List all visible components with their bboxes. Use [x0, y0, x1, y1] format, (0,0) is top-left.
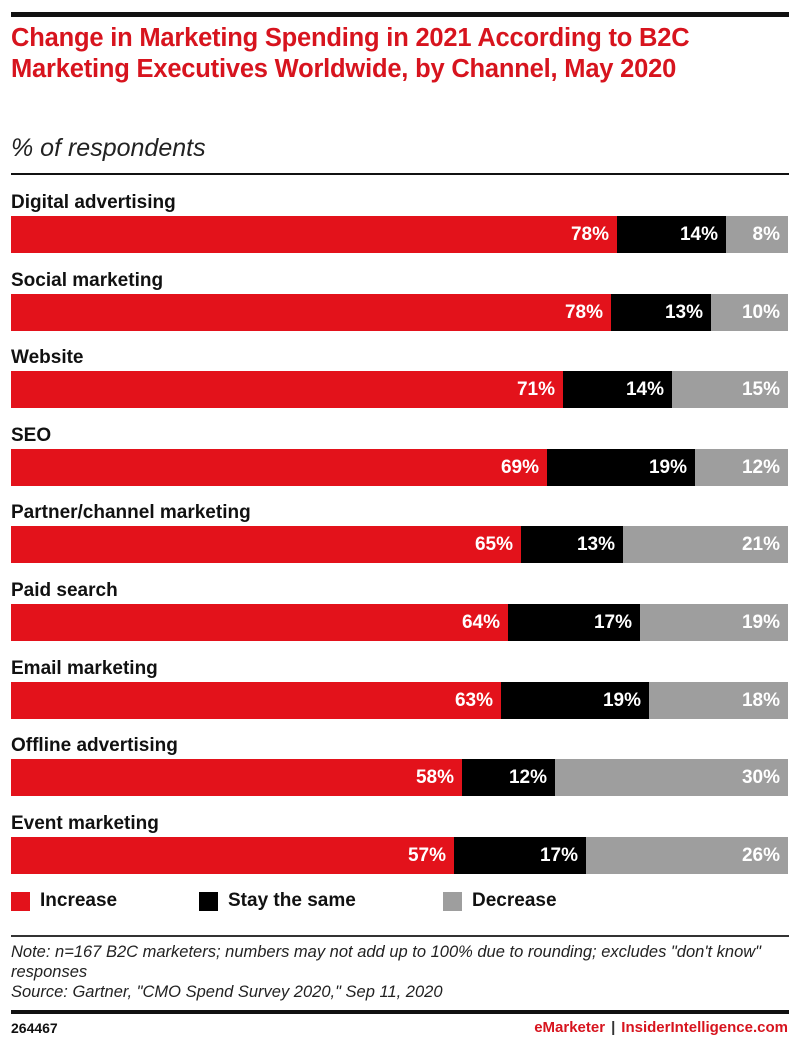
- bar-increase-email-marketing: [11, 681, 501, 719]
- category-label-seo: SEO: [11, 424, 52, 446]
- bar-stay-the-same-digital-advertising: [617, 216, 726, 253]
- legend-swatch-increase: [11, 891, 30, 911]
- category-label-partner-channel-marketing: Partner/channel marketing: [11, 502, 251, 524]
- bar-increase-seo: [11, 448, 547, 486]
- data-label-increase-seo: 69%: [500, 456, 539, 478]
- legend-label-decrease: Decrease: [472, 890, 557, 911]
- data-label-decrease-paid-search: 19%: [741, 612, 780, 633]
- brand-insider-intelligence: InsiderIntelligence.com: [621, 1019, 788, 1036]
- bar-increase-website: [11, 371, 563, 409]
- bar-decrease-offline-advertising: [555, 759, 788, 797]
- bar-decrease-website: [672, 371, 788, 409]
- bar-decrease-event-marketing: [586, 836, 788, 874]
- bar-decrease-social-marketing: [711, 293, 788, 331]
- legend-item-stay-the-same: Stay the same: [199, 890, 356, 912]
- bar-increase-social-marketing: [11, 293, 611, 331]
- data-label-increase-event-marketing: 57%: [407, 844, 446, 866]
- data-label-decrease-event-marketing: 26%: [741, 844, 780, 866]
- brand-emarketer: eMarketer: [534, 1019, 606, 1036]
- bar-stay-the-same-paid-search: [508, 604, 640, 641]
- legend: Increase Stay the same Decrease: [11, 890, 791, 920]
- bar-stay-the-same-email-marketing: [501, 681, 649, 719]
- category-label-event-marketing: Event marketing: [11, 812, 159, 834]
- category-label-digital-advertising: Digital advertising: [11, 192, 176, 213]
- bar-stay-the-same-offline-advertising: [462, 759, 555, 797]
- source-text: Source: Gartner, "CMO Spend Survey 2020,…: [11, 983, 443, 1001]
- bar-decrease-paid-search: [640, 604, 788, 641]
- header-divider: [11, 173, 789, 175]
- chart-title: Change in Marketing Spending in 2021 Acc…: [11, 24, 690, 83]
- bar-decrease-digital-advertising: [726, 216, 788, 253]
- footnote: Note: n=167 B2C marketers; numbers may n…: [11, 942, 791, 1002]
- data-label-stay-the-same-digital-advertising: 14%: [679, 224, 718, 245]
- legend-item-increase: Increase: [11, 890, 117, 912]
- bar-decrease-seo: [695, 448, 788, 486]
- bar-stay-the-same-website: [563, 371, 672, 409]
- stacked-bar-chart: Digital advertising 78% 14% 8% Social market…: [0, 180, 800, 880]
- data-label-stay-the-same-social-marketing: 13%: [664, 301, 703, 323]
- data-label-decrease-partner-channel-marketing: 21%: [741, 534, 780, 556]
- data-label-increase-email-marketing: 63%: [454, 689, 493, 711]
- data-label-stay-the-same-offline-advertising: 12%: [508, 767, 547, 789]
- bar-stay-the-same-seo: [547, 448, 695, 486]
- data-label-decrease-social-marketing: 10%: [741, 301, 780, 323]
- top-rule: [11, 12, 789, 17]
- data-label-decrease-website: 15%: [741, 379, 780, 401]
- data-label-stay-the-same-seo: 19%: [648, 456, 687, 478]
- data-label-increase-partner-channel-marketing: 65%: [474, 534, 513, 556]
- bar-stay-the-same-partner-channel-marketing: [521, 526, 623, 564]
- data-label-stay-the-same-paid-search: 17%: [593, 612, 632, 633]
- bar-increase-event-marketing: [11, 836, 454, 874]
- bar-stay-the-same-social-marketing: [611, 293, 711, 331]
- category-label-website: Website: [11, 347, 84, 369]
- data-label-decrease-digital-advertising: 8%: [752, 224, 780, 245]
- category-label-offline-advertising: Offline advertising: [11, 735, 178, 757]
- data-label-increase-offline-advertising: 58%: [415, 767, 454, 789]
- legend-label-increase: Increase: [40, 890, 118, 911]
- data-label-stay-the-same-partner-channel-marketing: 13%: [576, 534, 615, 556]
- note-divider: [11, 935, 789, 937]
- note-text: Note: n=167 B2C marketers; numbers may n…: [11, 943, 762, 981]
- brand-separator: |: [611, 1019, 616, 1036]
- bottom-rule: [11, 1010, 789, 1014]
- bar-decrease-partner-channel-marketing: [623, 526, 788, 564]
- data-label-increase-social-marketing: 78%: [564, 301, 603, 323]
- bar-decrease-email-marketing: [649, 681, 788, 719]
- data-label-increase-digital-advertising: 78%: [570, 224, 609, 245]
- category-label-social-marketing: Social marketing: [11, 269, 164, 291]
- data-label-increase-website: 71%: [516, 379, 555, 401]
- data-label-decrease-email-marketing: 18%: [741, 689, 780, 711]
- legend-label-stay-the-same: Stay the same: [228, 890, 356, 911]
- data-label-stay-the-same-email-marketing: 19%: [602, 689, 641, 711]
- chart-id: 264467: [11, 1020, 58, 1036]
- bar-increase-digital-advertising: [11, 216, 617, 253]
- legend-swatch-stay-the-same: [199, 891, 218, 911]
- bar-increase-offline-advertising: [11, 759, 462, 797]
- data-label-stay-the-same-website: 14%: [625, 379, 664, 401]
- legend-item-decrease: Decrease: [443, 890, 557, 912]
- legend-swatch-decrease: [443, 891, 462, 911]
- category-label-email-marketing: Email marketing: [11, 657, 158, 679]
- data-label-decrease-offline-advertising: 30%: [741, 767, 780, 789]
- data-label-decrease-seo: 12%: [741, 456, 780, 478]
- data-label-stay-the-same-event-marketing: 17%: [539, 844, 578, 866]
- bar-increase-partner-channel-marketing: [11, 526, 521, 564]
- data-label-increase-paid-search: 64%: [461, 612, 500, 633]
- bar-increase-paid-search: [11, 604, 508, 641]
- bar-stay-the-same-event-marketing: [454, 836, 586, 874]
- chart-subtitle: % of respondents: [11, 134, 206, 162]
- category-label-paid-search: Paid search: [11, 580, 118, 601]
- brand-footer: eMarketer | InsiderIntelligence.com: [534, 1019, 788, 1036]
